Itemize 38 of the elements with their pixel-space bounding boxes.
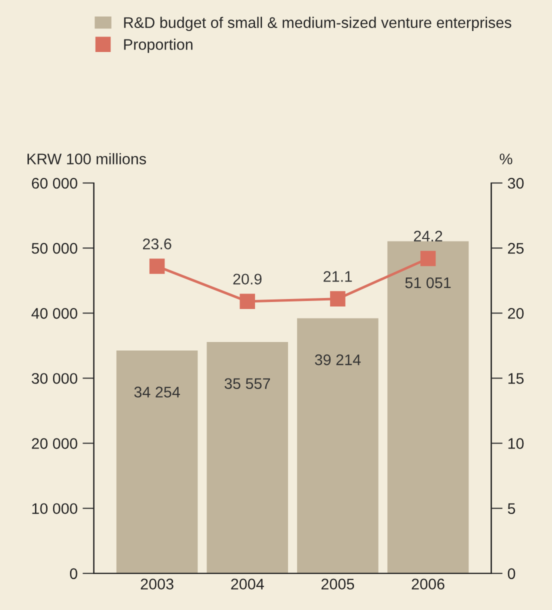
y-axis-title: KRW 100 millions <box>28 153 146 164</box>
bar <box>387 241 469 574</box>
y-tick-label: 40 000 <box>31 308 78 319</box>
data-label: 24.2 <box>414 230 442 242</box>
x-tick-label: 2003 <box>140 578 174 590</box>
x-tick-label: 2004 <box>231 578 264 590</box>
bar <box>116 350 198 574</box>
data-label: 35 557 <box>224 378 270 390</box>
point <box>330 291 346 306</box>
x-tick-label: 2006 <box>412 578 444 590</box>
y2-tick-label: 0 <box>508 568 516 580</box>
y-tick-label: 20 000 <box>32 438 78 449</box>
y-tick-label: 0 <box>70 568 78 580</box>
legend-label: R&D budget of small & medium-sized venture enterprises <box>124 16 512 32</box>
y2-tick-label: 30 <box>508 178 524 189</box>
point <box>420 250 436 266</box>
data-label: 21.1 <box>324 271 352 282</box>
bar <box>297 318 378 574</box>
point <box>149 258 165 274</box>
y2-tick-label: 10 <box>508 438 524 449</box>
point <box>240 294 256 310</box>
data-label: 34 254 <box>134 386 180 398</box>
y-tick-label: 30 000 <box>32 373 78 384</box>
y2-tick-label: 15 <box>508 373 524 384</box>
y-tick-label: 10 000 <box>32 503 78 514</box>
y2-tick-label: 20 <box>508 308 524 319</box>
y2-axis-title: % <box>500 154 512 164</box>
y-tick-label: 50 000 <box>32 242 78 254</box>
data-label: 39 214 <box>314 354 361 366</box>
y2-tick-label: 25 <box>508 242 524 254</box>
x-tick-label: 2005 <box>322 578 354 590</box>
y2-tick-label: 5 <box>508 503 516 514</box>
data-label: 23.6 <box>142 238 172 250</box>
data-label: 51 051 <box>405 277 451 288</box>
bar <box>206 342 288 574</box>
y-tick-label: 60 000 <box>32 178 78 189</box>
data-label: 20.9 <box>233 274 262 285</box>
legend-label: Proportion <box>124 38 192 53</box>
